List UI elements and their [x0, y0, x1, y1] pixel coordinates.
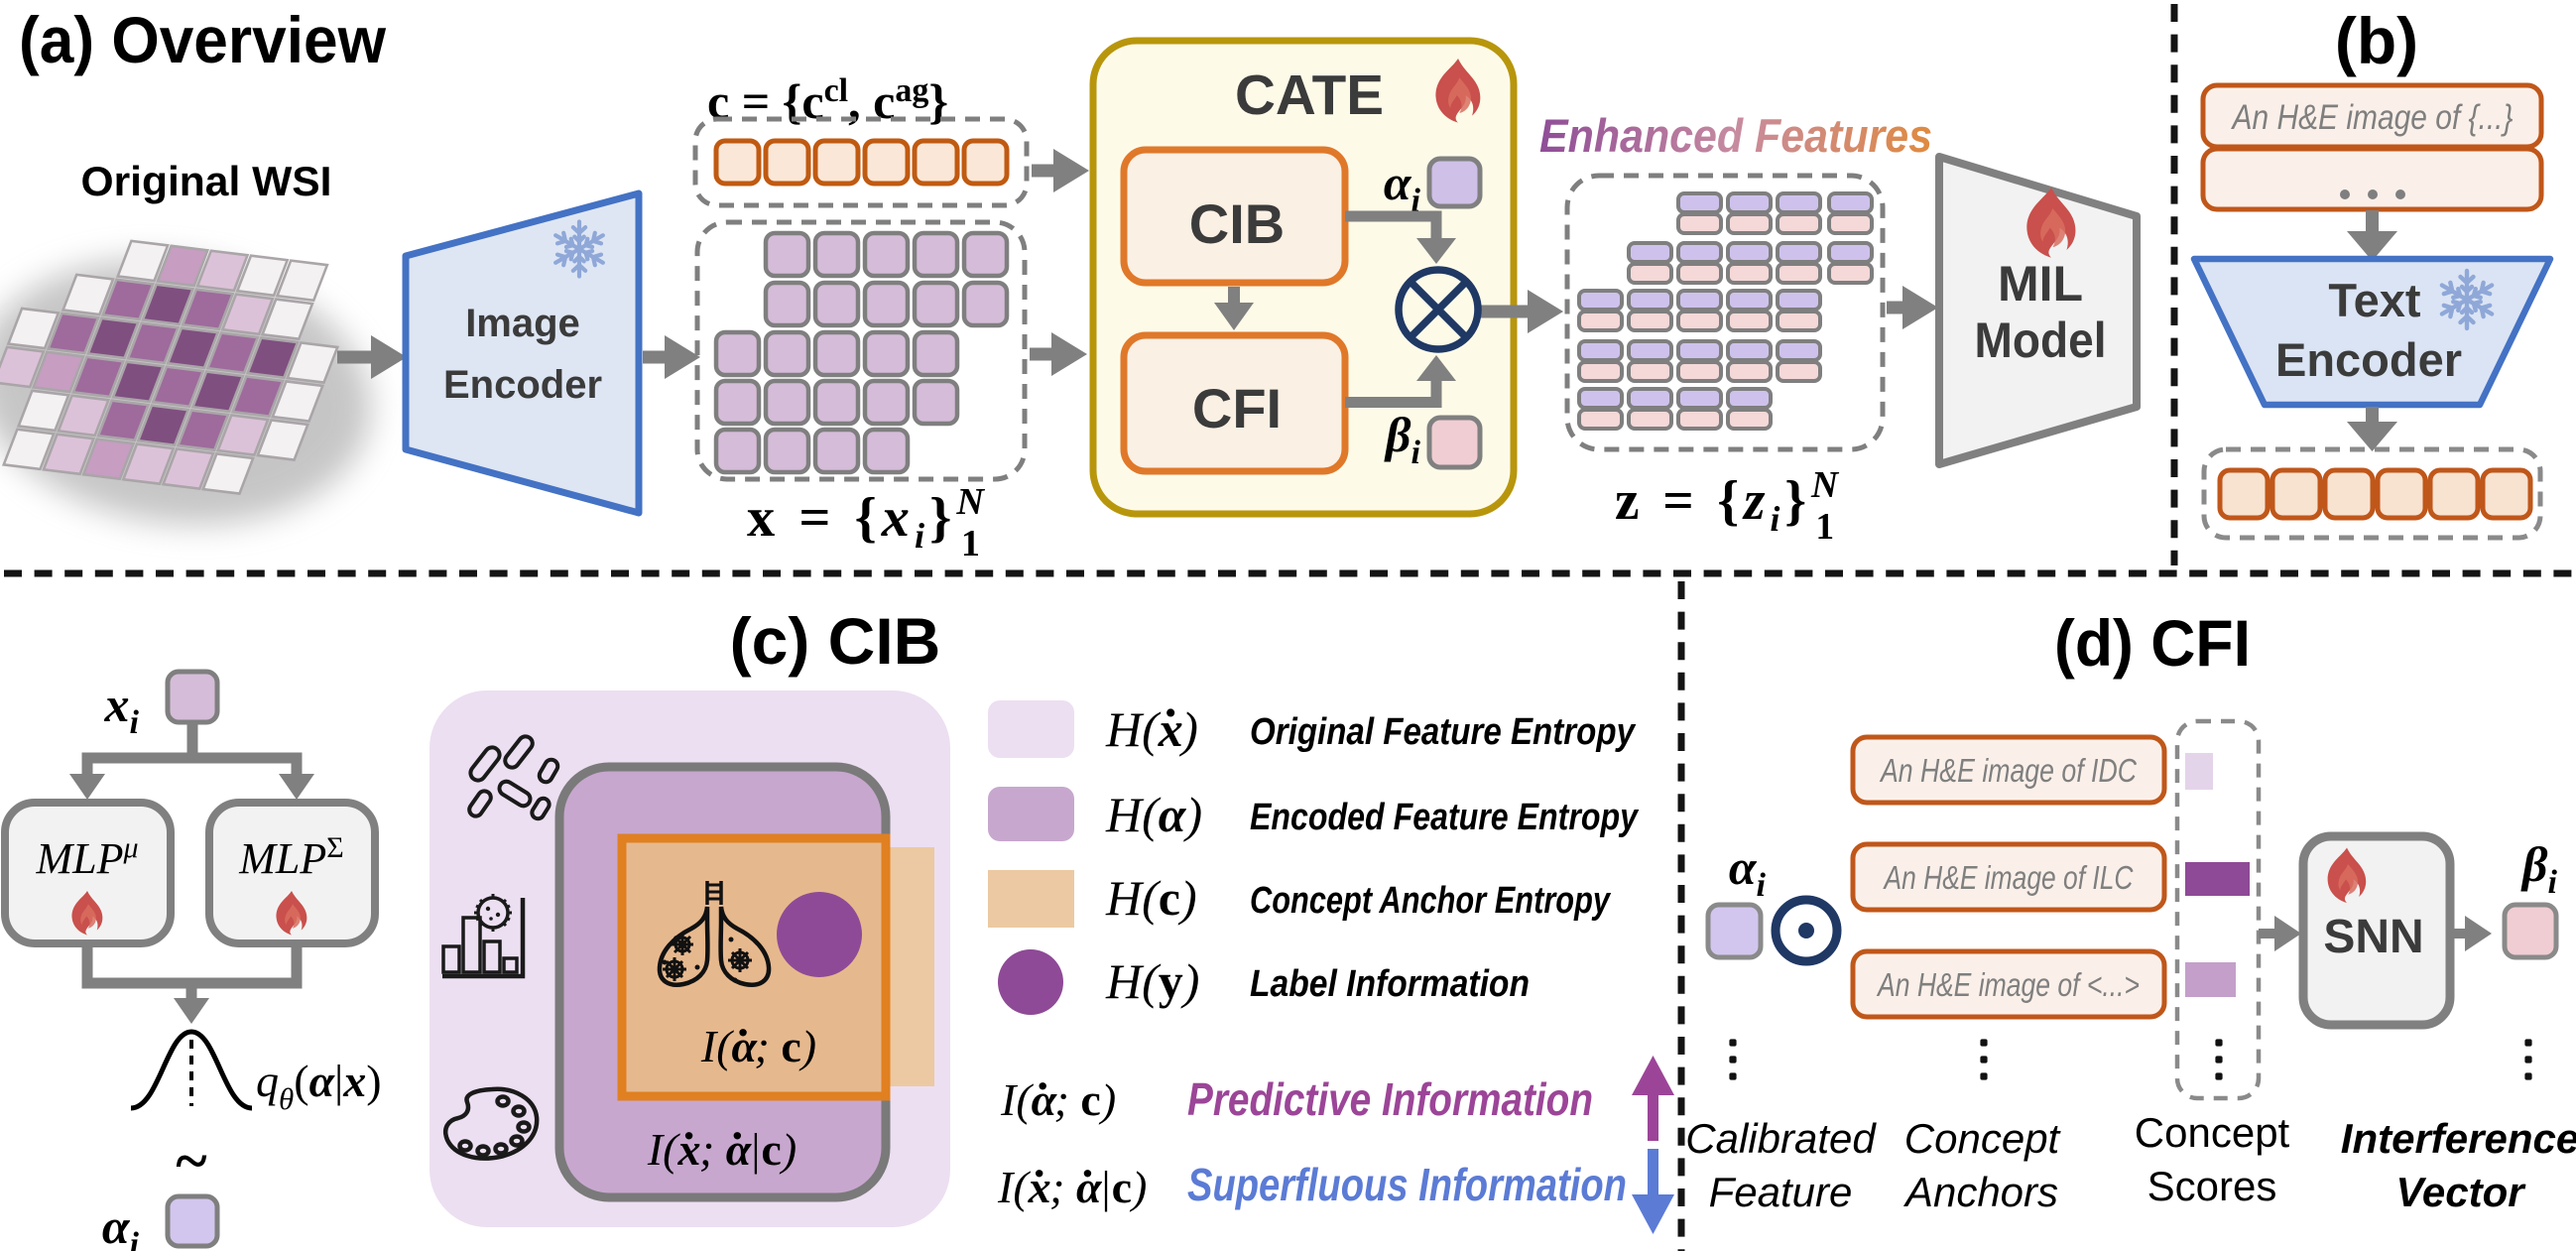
svg-text:Feature: Feature: [1709, 1169, 1853, 1215]
svg-text:SNN: SNN: [2323, 911, 2423, 963]
svg-text:qθ(α|x): qθ(α|x): [256, 1056, 382, 1116]
svg-text:Encoded Feature Entropy: Encoded Feature Entropy: [1250, 797, 1640, 838]
svg-text:CFI: CFI: [1192, 377, 1282, 439]
svg-text:(a) Overview: (a) Overview: [19, 3, 387, 76]
svg-text:Original WSI: Original WSI: [81, 158, 332, 204]
svg-text:Original Feature Entropy: Original Feature Entropy: [1250, 711, 1637, 753]
svg-text:Anchors: Anchors: [1902, 1169, 2058, 1215]
svg-text:MLPΣ: MLPΣ: [238, 831, 343, 883]
svg-text:Calibrated: Calibrated: [1685, 1115, 1877, 1162]
svg-text:MIL: MIL: [1998, 256, 2083, 312]
svg-text:αi: αi: [1384, 155, 1421, 219]
svg-text:Label Information: Label Information: [1250, 963, 1530, 1005]
svg-text:Predictive Information: Predictive Information: [1187, 1073, 1593, 1125]
svg-text:Vector: Vector: [2395, 1169, 2526, 1215]
svg-text:(b): (b): [2335, 4, 2418, 77]
svg-text:Concept: Concept: [2135, 1109, 2290, 1156]
svg-text:Scores: Scores: [2147, 1163, 2277, 1209]
svg-text:H(y): H(y): [1105, 953, 1199, 1009]
svg-text:~: ~: [176, 1128, 206, 1193]
svg-text:(c) CIB: (c) CIB: [730, 604, 941, 678]
svg-text:I(x.; α.|c): I(x.; α.|c): [647, 1098, 797, 1175]
svg-text:Concept Anchor Entropy: Concept Anchor Entropy: [1250, 880, 1612, 922]
svg-text:Interference: Interference: [2341, 1115, 2576, 1162]
svg-text:An H&E image of ILC: An H&E image of ILC: [1883, 859, 2135, 896]
svg-text:An H&E image of <...>: An H&E image of <...>: [1876, 966, 2140, 1003]
svg-text:Encoder: Encoder: [443, 363, 602, 407]
svg-text:(d) CFI: (d) CFI: [2054, 606, 2251, 680]
svg-text:CIB: CIB: [1189, 192, 1285, 255]
svg-text:Concept: Concept: [1904, 1115, 2062, 1162]
svg-text:Image: Image: [465, 302, 580, 345]
svg-text:An H&E image of IDC: An H&E image of IDC: [1879, 752, 2138, 789]
svg-text:Model: Model: [1975, 313, 2107, 368]
svg-text:An H&E image of {...}: An H&E image of {...}: [2231, 98, 2514, 137]
svg-text:Encoder: Encoder: [2275, 333, 2462, 386]
svg-text:Enhanced Features: Enhanced Features: [1539, 109, 1932, 162]
svg-text:Superfluous Information: Superfluous Information: [1187, 1159, 1627, 1210]
svg-text:αi: αi: [1729, 839, 1767, 904]
svg-text:MLPμ: MLPμ: [35, 831, 138, 883]
svg-text:H(c): H(c): [1105, 870, 1197, 926]
svg-text:H(α): H(α): [1105, 787, 1202, 842]
svg-text:Text: Text: [2328, 274, 2420, 326]
svg-text:CATE: CATE: [1235, 63, 1384, 127]
